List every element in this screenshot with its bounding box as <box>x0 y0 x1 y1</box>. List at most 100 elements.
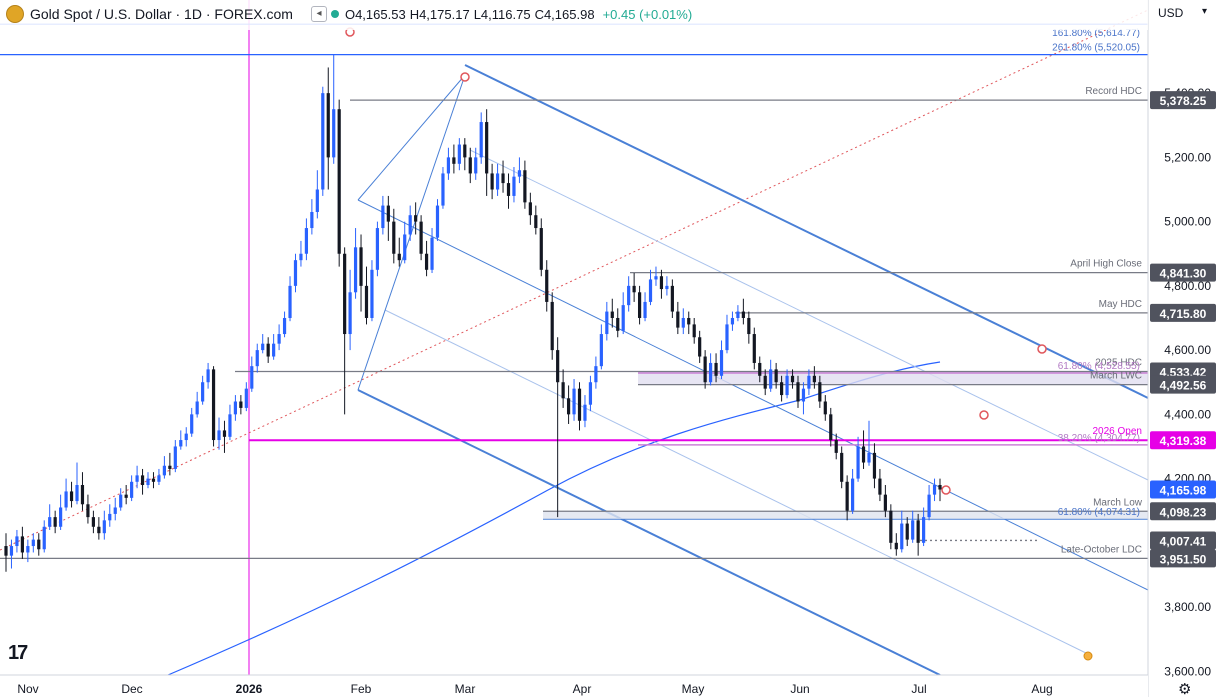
candle-body <box>250 366 254 389</box>
candle-body <box>233 401 238 415</box>
candle-body <box>75 485 79 502</box>
candle-body <box>255 350 259 367</box>
candle-body <box>780 382 784 396</box>
candle-body <box>419 221 423 254</box>
gold-coin-icon <box>6 5 24 23</box>
candle-body <box>637 292 642 318</box>
level-label: Late-October LDC <box>1061 544 1142 555</box>
candle-body <box>730 317 735 325</box>
channel-quarter-line <box>469 149 1149 481</box>
candle-body <box>206 369 210 383</box>
candle-body <box>703 356 707 383</box>
collapse-icon[interactable]: ◂ <box>310 6 327 22</box>
y-tick-label: 3,600.00 <box>1164 664 1211 678</box>
candle-body <box>845 481 849 511</box>
candle-body <box>648 279 653 302</box>
candle-body <box>359 247 363 286</box>
candle-body <box>670 285 674 312</box>
candle-body <box>911 520 915 540</box>
candle-body <box>894 542 898 550</box>
candle-body <box>173 446 177 469</box>
level-price-tag-bg <box>1150 549 1216 568</box>
fib-label: 261.80% (5,520.05) <box>1052 43 1140 54</box>
fib-label: 161.80% (5,614.77) <box>1052 28 1140 39</box>
candle-body <box>277 334 281 344</box>
candle-body <box>719 350 724 376</box>
candle-body <box>457 144 461 164</box>
candle-body <box>594 366 598 383</box>
candle-body <box>168 465 172 469</box>
candle-body <box>217 430 221 441</box>
candle-body <box>485 122 489 174</box>
candle-body <box>714 362 718 376</box>
symbol-title[interactable]: Gold Spot / U.S. Dollar · 1D · FOREX.com <box>30 6 293 22</box>
x-tick-label: Feb <box>351 682 372 696</box>
candle-body <box>381 205 385 229</box>
candle-body <box>708 362 713 383</box>
candle-body <box>490 173 494 190</box>
candle-body <box>80 485 85 505</box>
chevron-down-icon[interactable]: ▾ <box>1202 6 1208 17</box>
y-tick-label: 5,200.00 <box>1164 150 1211 164</box>
candle-body <box>211 369 216 441</box>
candle-body <box>501 173 505 184</box>
candle-body <box>605 311 609 335</box>
candle-body <box>905 523 909 540</box>
candle-body <box>343 253 347 335</box>
candle-body <box>807 375 811 389</box>
pivot-marker[interactable] <box>979 410 989 420</box>
candle-body <box>184 433 188 441</box>
pivot-marker[interactable] <box>941 485 951 495</box>
candle-body <box>796 382 800 402</box>
candle-body <box>424 253 429 270</box>
candle-body <box>397 253 401 261</box>
candle-body <box>812 375 816 383</box>
candle-body <box>119 494 123 508</box>
level-price-tag-bg <box>1150 303 1216 322</box>
fib-target-marker[interactable] <box>1083 651 1093 661</box>
tradingview-logo[interactable]: 17 <box>8 642 28 664</box>
x-tick-label: Apr <box>573 682 592 696</box>
header-bg <box>0 0 1148 30</box>
candle-body <box>53 517 57 527</box>
candle-body <box>190 414 194 434</box>
candle-body <box>266 343 270 357</box>
channel-lower-quarter-line <box>384 309 1091 656</box>
level-price-tag: 4,098.23 <box>1160 505 1207 519</box>
candle-body <box>506 183 511 196</box>
candle-body <box>769 369 773 389</box>
candle-body <box>763 375 767 389</box>
candle-body <box>310 211 314 229</box>
level-price-tag-bg <box>1150 91 1216 110</box>
candle-body <box>9 546 14 556</box>
candle-body <box>272 343 276 357</box>
pivot-marker[interactable] <box>1037 344 1047 354</box>
candle-body <box>577 388 582 421</box>
candle-body <box>26 546 30 553</box>
level-price-tag-bg <box>1150 263 1216 282</box>
candle-body <box>698 337 702 357</box>
pivot-marker[interactable] <box>460 72 470 82</box>
y-tick-label: 3,800.00 <box>1164 600 1211 614</box>
candle-body <box>332 109 336 158</box>
gear-icon[interactable]: ⚙ <box>1178 681 1192 698</box>
candle-body <box>872 452 877 479</box>
candle-body <box>348 292 352 335</box>
change-value: +0.45 (+0.01%) <box>602 6 693 22</box>
low-value: L4,116.75 <box>473 6 531 22</box>
price-axis-bg <box>1148 0 1216 697</box>
candle-body <box>91 517 95 527</box>
currency-selector[interactable]: USD <box>1158 6 1184 20</box>
candle-body <box>741 311 745 318</box>
candle-body <box>523 170 527 203</box>
candle-body <box>659 276 664 290</box>
candle-body <box>179 440 183 447</box>
candle-body <box>758 362 762 376</box>
open-value: O4,165.53 <box>344 6 406 22</box>
x-tick-label: Jul <box>911 682 926 696</box>
candle-body <box>364 285 369 318</box>
candle-body <box>102 520 106 534</box>
candle-body <box>692 324 696 338</box>
candle-body <box>479 122 483 158</box>
